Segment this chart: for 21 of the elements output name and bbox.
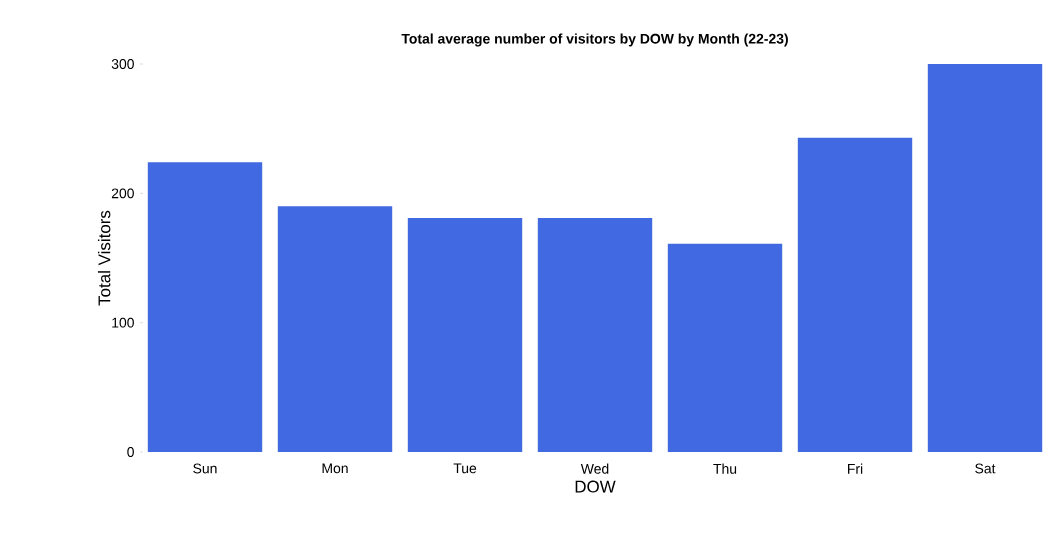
x-axis-title: DOW [575,480,616,493]
y-tick-label: 300 [111,59,134,69]
x-tick-label: Wed [580,463,609,474]
x-tick-label: Sat [975,463,996,474]
y-axis-title: Total Visitors [97,210,111,306]
x-tick-label: Fri [848,463,863,474]
y-tick-label: 200 [111,188,134,199]
chart-title: Total average number of visitors by DOW by Month (22-23) [401,33,788,47]
x-tick-label: Thu [713,463,737,474]
bar [147,162,263,452]
y-tick-label: 0 [127,447,134,457]
bar [667,243,783,452]
bar [537,217,653,452]
x-tick-label: Sun [193,463,217,474]
y-tick-label: 100 [112,317,134,328]
x-tick-label: Mon [322,463,348,474]
bar [797,137,913,452]
bar [407,217,523,452]
bar [277,206,393,452]
x-tick-label: Tue [453,463,477,474]
bar [927,64,1043,452]
